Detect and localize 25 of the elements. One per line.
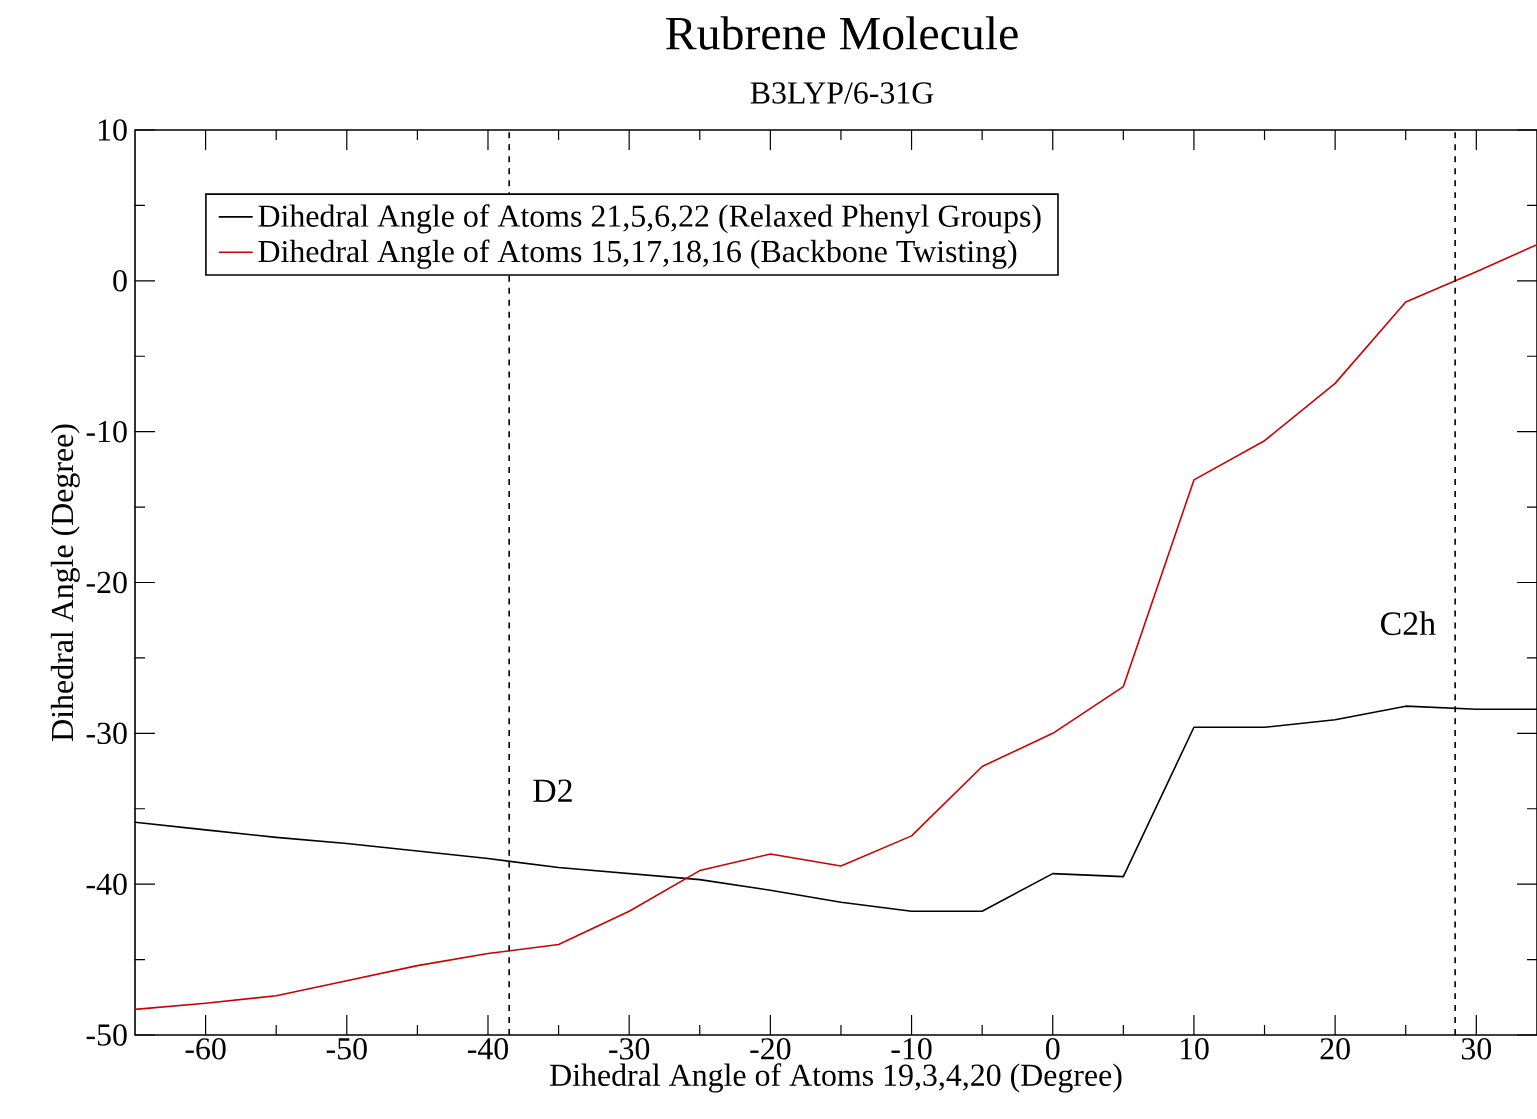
- legend-label: Dihedral Angle of Atoms 15,17,18,16 (Backbone Twisting): [258, 239, 1017, 269]
- x-tick-label: 30: [1461, 1038, 1492, 1060]
- x-tick-label: -40: [467, 1038, 509, 1060]
- y-axis-title: Dihedral Angle (Degree): [50, 424, 80, 741]
- x-tick-label: -30: [609, 1038, 650, 1060]
- y-tick-label: -50: [86, 1024, 127, 1046]
- legend-label: Dihedral Angle of Atoms 21,5,6,22 (Relaxed Phenyl Groups): [258, 204, 1041, 234]
- chart-subtitle: B3LYP/6-31G: [750, 82, 934, 104]
- ref-line-label: D2: [533, 779, 572, 802]
- chart-title: Rubrene Molecule: [666, 16, 1018, 50]
- y-tick-label: -40: [86, 873, 127, 895]
- y-tick-label: -10: [86, 420, 127, 443]
- x-tick-label: -20: [750, 1038, 791, 1060]
- x-tick-label: 0: [1045, 1038, 1060, 1060]
- y-tick-label: -30: [86, 722, 127, 745]
- x-tick-label: 10: [1180, 1038, 1209, 1060]
- x-tick-label: -60: [185, 1038, 226, 1060]
- x-tick-label: -10: [891, 1038, 932, 1060]
- x-tick-label: 20: [1320, 1038, 1350, 1060]
- y-tick-label: 10: [98, 119, 127, 141]
- x-tick-label: -50: [326, 1038, 367, 1060]
- x-axis-title: Dihedral Angle of Atoms 19,3,4,20 (Degree): [550, 1063, 1122, 1093]
- y-tick-label: -20: [86, 571, 127, 594]
- y-tick-label: 0: [113, 270, 127, 292]
- ref-line-label: C2h: [1381, 611, 1436, 636]
